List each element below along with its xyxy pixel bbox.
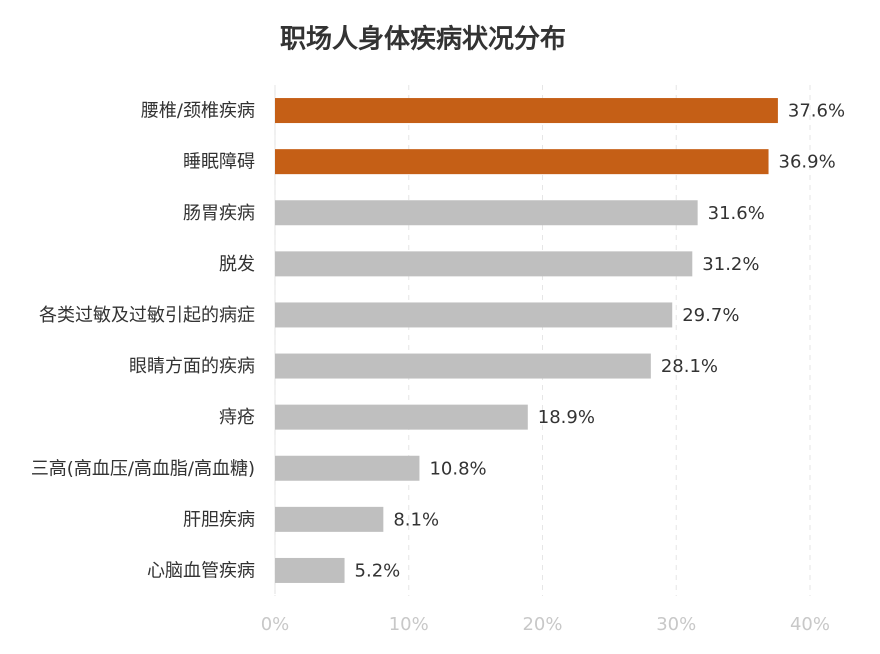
value-label: 31.6%: [708, 203, 765, 224]
bar: [275, 200, 698, 226]
x-tick-label: 30%: [656, 614, 696, 635]
chart-title: 职场人身体疾病状况分布: [280, 24, 566, 55]
value-label: 36.9%: [779, 152, 836, 173]
value-label: 31.2%: [702, 254, 759, 275]
bar: [275, 149, 769, 175]
y-tick-label: 各类过敏及过敏引起的病症: [39, 305, 255, 326]
y-tick-label: 心脑血管疾病: [147, 560, 255, 581]
value-label: 18.9%: [538, 407, 595, 428]
value-label: 8.1%: [393, 509, 439, 530]
bar: [275, 251, 693, 277]
value-label: 5.2%: [355, 560, 401, 581]
y-tick-label: 三高(高血压/高血脂/高血糖): [31, 458, 255, 479]
x-tick-label: 20%: [522, 614, 562, 635]
y-tick-label: 腰椎/颈椎疾病: [141, 101, 255, 122]
bar: [275, 557, 345, 583]
y-tick-label: 眼睛方面的疾病: [129, 356, 255, 377]
bar: [275, 353, 651, 379]
value-label: 37.6%: [788, 101, 845, 122]
value-label: 29.7%: [682, 305, 739, 326]
x-tick-label: 10%: [389, 614, 429, 635]
bar: [275, 455, 420, 481]
x-tick-label: 0%: [261, 614, 290, 635]
y-tick-label: 脱发: [219, 254, 255, 275]
y-tick-label: 痔疮: [219, 407, 255, 428]
x-tick-label: 40%: [790, 614, 830, 635]
value-label: 10.8%: [429, 458, 486, 479]
value-label: 28.1%: [661, 356, 718, 377]
bar: [275, 98, 778, 124]
bar: [275, 404, 528, 430]
bar: [275, 506, 384, 532]
bar: [275, 302, 673, 328]
y-tick-label: 睡眠障碍: [183, 152, 255, 173]
y-tick-label: 肠胃疾病: [183, 203, 255, 224]
y-tick-label: 肝胆疾病: [183, 509, 255, 530]
